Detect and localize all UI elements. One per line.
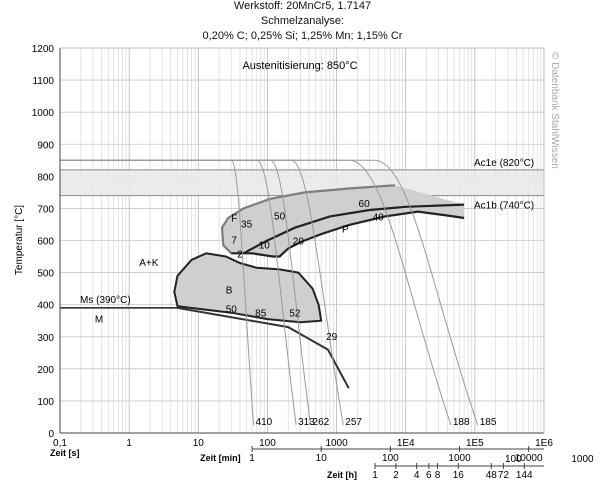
y-tick-label: 1000 xyxy=(32,108,55,119)
x-tick-label-seconds: 10 xyxy=(193,438,205,449)
region-label: P xyxy=(342,224,349,235)
x-tick-label-minutes: 1 xyxy=(249,453,255,464)
phase-percentage: 7 xyxy=(231,236,237,247)
x-tick-label-hours: 72 xyxy=(498,470,510,481)
x-tick-label-seconds: 1E5 xyxy=(466,438,484,449)
x-tick-label-hours: 16 xyxy=(453,470,465,481)
y-tick-label: 0 xyxy=(48,429,54,440)
phase-percentage: 40 xyxy=(373,213,385,224)
x-tick-label-hours: 48 xyxy=(486,470,498,481)
pearlite-end-curve xyxy=(231,210,465,258)
phase-percentage: 29 xyxy=(326,332,338,343)
x-tick-label-hours-upper: 1000 xyxy=(571,454,594,465)
hardness-label: 410 xyxy=(256,417,273,428)
ac1b-label: Ac1b (740°C) xyxy=(474,201,534,212)
x-axis-label-seconds: Zeit [s] xyxy=(50,448,80,458)
cooling-curves xyxy=(60,159,479,426)
x-tick-label-hours: 1 xyxy=(372,470,378,481)
martensite-curve xyxy=(177,306,350,389)
axes: 0100200300400500600700800900100011001200… xyxy=(32,44,594,481)
phase-percentage: 60 xyxy=(359,199,371,210)
x-tick-label-hours: 2 xyxy=(393,470,399,481)
cooling-curve xyxy=(60,159,297,426)
y-tick-label: 900 xyxy=(37,140,54,151)
x-tick-label-hours: 144 xyxy=(516,470,533,481)
phase-percentage: 10 xyxy=(259,241,271,252)
phase-percentage: 20 xyxy=(293,236,305,247)
y-tick-label: 400 xyxy=(37,301,54,312)
x-tick-label-minutes: 100 xyxy=(382,453,399,464)
phase-percentage: 35 xyxy=(241,220,253,231)
x-tick-label-minutes: 10000 xyxy=(515,453,543,464)
phase-percentage: 50 xyxy=(226,305,238,316)
phase-percentage: 52 xyxy=(289,309,301,320)
composition-label: 0,20% C; 0,25% Si; 1,25% Mn; 1,15% Cr xyxy=(202,30,403,42)
hardness-label: 313 xyxy=(298,417,315,428)
y-tick-label: 500 xyxy=(37,269,54,280)
ferrite-start-curve xyxy=(220,184,396,255)
y-tick-label: 200 xyxy=(37,365,54,376)
y-tick-label: 700 xyxy=(37,204,54,215)
x-tick-label-hours: 6 xyxy=(426,470,432,481)
ac1e-label: Ac1e (820°C) xyxy=(474,158,534,169)
x-tick-label-seconds: 100 xyxy=(259,438,276,449)
phase-percentage: 2 xyxy=(237,250,243,261)
y-tick-label: 100 xyxy=(37,397,54,408)
phase-percentage: 85 xyxy=(255,309,267,320)
hardness-label: 262 xyxy=(313,417,330,428)
phase-percentage: 50 xyxy=(274,212,286,223)
pearlite-start-curve xyxy=(242,203,465,255)
region-label: M xyxy=(95,314,103,325)
hardness-label: 257 xyxy=(345,417,362,428)
ferrite-pearlite-region xyxy=(222,185,465,257)
y-tick-label: 600 xyxy=(37,237,54,248)
x-tick-label-seconds: 0,1 xyxy=(53,438,67,449)
region-label: A+K xyxy=(139,258,159,269)
x-tick-label-seconds: 1 xyxy=(126,438,132,449)
cooling-curve xyxy=(60,159,311,426)
chart-labels: Ac1e (820°C) Ac1b (740°C) Ms (390°C) 410 313… xyxy=(80,158,534,428)
x-axis-label-minutes: Zeit [min] xyxy=(200,453,241,463)
x-tick-label-seconds: 1E6 xyxy=(535,438,553,449)
x-tick-label-minutes: 10 xyxy=(316,453,328,464)
x-axis-label-hours: Zeit [h] xyxy=(327,470,357,480)
cooling-curve xyxy=(60,159,344,426)
x-tick-label-hours: 4 xyxy=(414,470,420,481)
material-title: Werkstoff: 20MnCr5, 1.7147 xyxy=(233,0,372,12)
transformation-bands xyxy=(60,169,544,197)
hardness-label: 185 xyxy=(480,417,497,428)
cooling-curve xyxy=(60,159,255,426)
cooling-curve xyxy=(60,159,452,426)
y-axis-label: Temperatur [°C] xyxy=(14,205,25,275)
y-tick-label: 1100 xyxy=(32,76,54,87)
bainite-region xyxy=(173,252,323,324)
watermark: © Datenbank StahlWissen xyxy=(549,52,560,169)
y-tick-label: 800 xyxy=(37,172,54,183)
x-tick-label-hours-upper: 100 xyxy=(505,454,522,465)
analysis-label: Schmelzanalyse: xyxy=(260,15,345,27)
hardness-label: 188 xyxy=(453,417,470,428)
chart-title: Austenitisierung: 850°C xyxy=(242,60,357,72)
phase-regions xyxy=(173,184,465,324)
ms-label: Ms (390°C) xyxy=(80,295,131,306)
x-tick-label-hours: 8 xyxy=(435,470,441,481)
ac1-band xyxy=(60,169,544,196)
x-tick-label-minutes: 1000 xyxy=(448,453,471,464)
cooling-curve xyxy=(60,159,479,426)
x-tick-label-seconds: 1000 xyxy=(325,438,348,449)
y-tick-label: 1200 xyxy=(32,44,55,55)
x-tick-label-seconds: 1E4 xyxy=(397,438,415,449)
region-label: B xyxy=(226,285,233,296)
y-tick-label: 300 xyxy=(37,333,54,344)
region-label: F xyxy=(231,213,237,224)
